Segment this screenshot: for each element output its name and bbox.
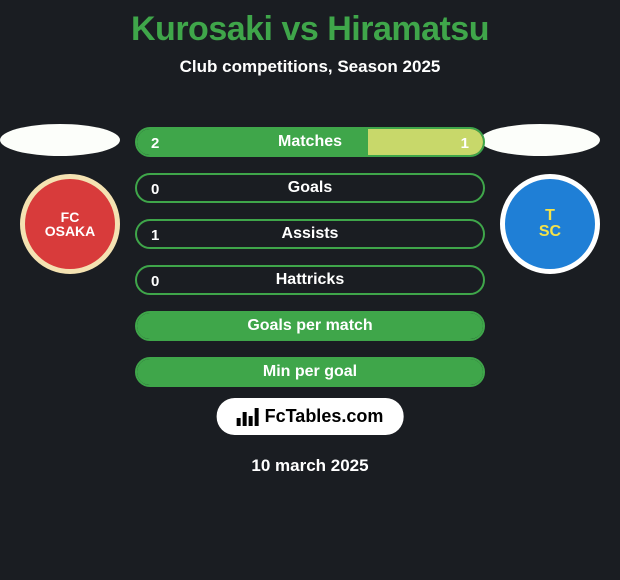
page-title: Kurosaki vs Hiramatsu (0, 0, 620, 49)
right-ellipse-shadow (480, 124, 600, 156)
stat-label: Matches (137, 129, 483, 155)
stat-row: Min per goal (135, 357, 485, 387)
stat-row: 1Assists (135, 219, 485, 249)
stat-label: Goals (137, 175, 483, 201)
stats-list: 21Matches 0Goals 1Assists 0Hattricks Goals p… (135, 127, 485, 403)
date-label: 10 march 2025 (0, 456, 620, 476)
branding-text: FcTables.com (265, 406, 384, 427)
stat-label: Assists (137, 221, 483, 247)
stat-row: 0Goals (135, 173, 485, 203)
right-team-logo-text: T SC (539, 208, 561, 240)
stat-row: 0Hattricks (135, 265, 485, 295)
stat-row: Goals per match (135, 311, 485, 341)
branding-badge: FcTables.com (217, 398, 404, 435)
stat-label: Min per goal (137, 359, 483, 385)
left-team-logo: FC OSAKA (20, 174, 120, 274)
page-subtitle: Club competitions, Season 2025 (0, 57, 620, 77)
left-team-logo-text: FC OSAKA (45, 210, 96, 238)
left-ellipse-shadow (0, 124, 120, 156)
chart-bars-icon (237, 408, 259, 426)
right-team-logo: T SC (500, 174, 600, 274)
stat-label: Hattricks (137, 267, 483, 293)
stat-label: Goals per match (137, 313, 483, 339)
stat-row: 21Matches (135, 127, 485, 157)
